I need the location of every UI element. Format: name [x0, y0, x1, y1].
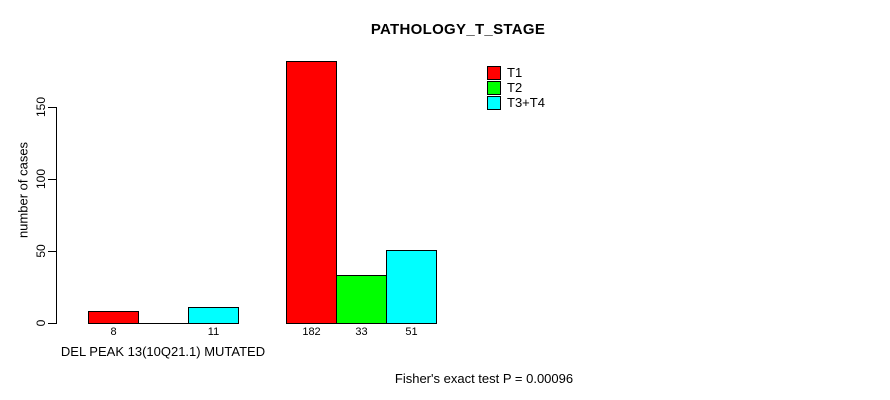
y-axis-tick: [48, 178, 56, 180]
legend-label: T1: [507, 65, 523, 80]
bar-value-label: 33: [355, 326, 368, 338]
bar: [386, 249, 437, 324]
y-axis-tick-label: 50: [34, 244, 48, 258]
statistical-annotation: Fisher's exact test P = 0.00096: [394, 371, 574, 386]
bar: [88, 310, 139, 324]
y-axis-tick-label: 100: [34, 168, 48, 190]
y-axis-tick: [48, 250, 56, 252]
x-category-label: DEL PEAK 13(10Q21.1) MUTATED: [60, 344, 266, 359]
bar-value-label: 182: [302, 326, 321, 338]
legend-row: T3+T4: [487, 95, 545, 110]
bar: [336, 274, 387, 324]
chart-title: PATHOLOGY_T_STAGE: [370, 21, 546, 38]
y-axis-tick: [48, 106, 56, 108]
bar: [188, 306, 239, 324]
legend-label: T3+T4: [507, 95, 545, 110]
zero-bar-baseline: [138, 322, 189, 324]
legend-row: T2: [487, 80, 545, 95]
y-axis-tick-label: 150: [34, 96, 48, 118]
y-axis-tick: [48, 322, 56, 324]
legend-swatch-t1: [487, 65, 501, 80]
legend-row: T1: [487, 65, 545, 80]
legend-swatch-t2: [487, 80, 501, 95]
legend-label: T2: [507, 80, 523, 95]
y-axis-tick-label: 0: [34, 319, 48, 327]
legend: T1 T2 T3+T4: [487, 65, 545, 110]
bar-value-label: 11: [207, 326, 220, 338]
y-axis-line: [56, 106, 57, 324]
bar: [286, 60, 337, 324]
legend-swatch-t3-t4: [487, 95, 501, 110]
bar-value-label: 51: [405, 326, 418, 338]
bar-value-label: 8: [110, 326, 117, 338]
